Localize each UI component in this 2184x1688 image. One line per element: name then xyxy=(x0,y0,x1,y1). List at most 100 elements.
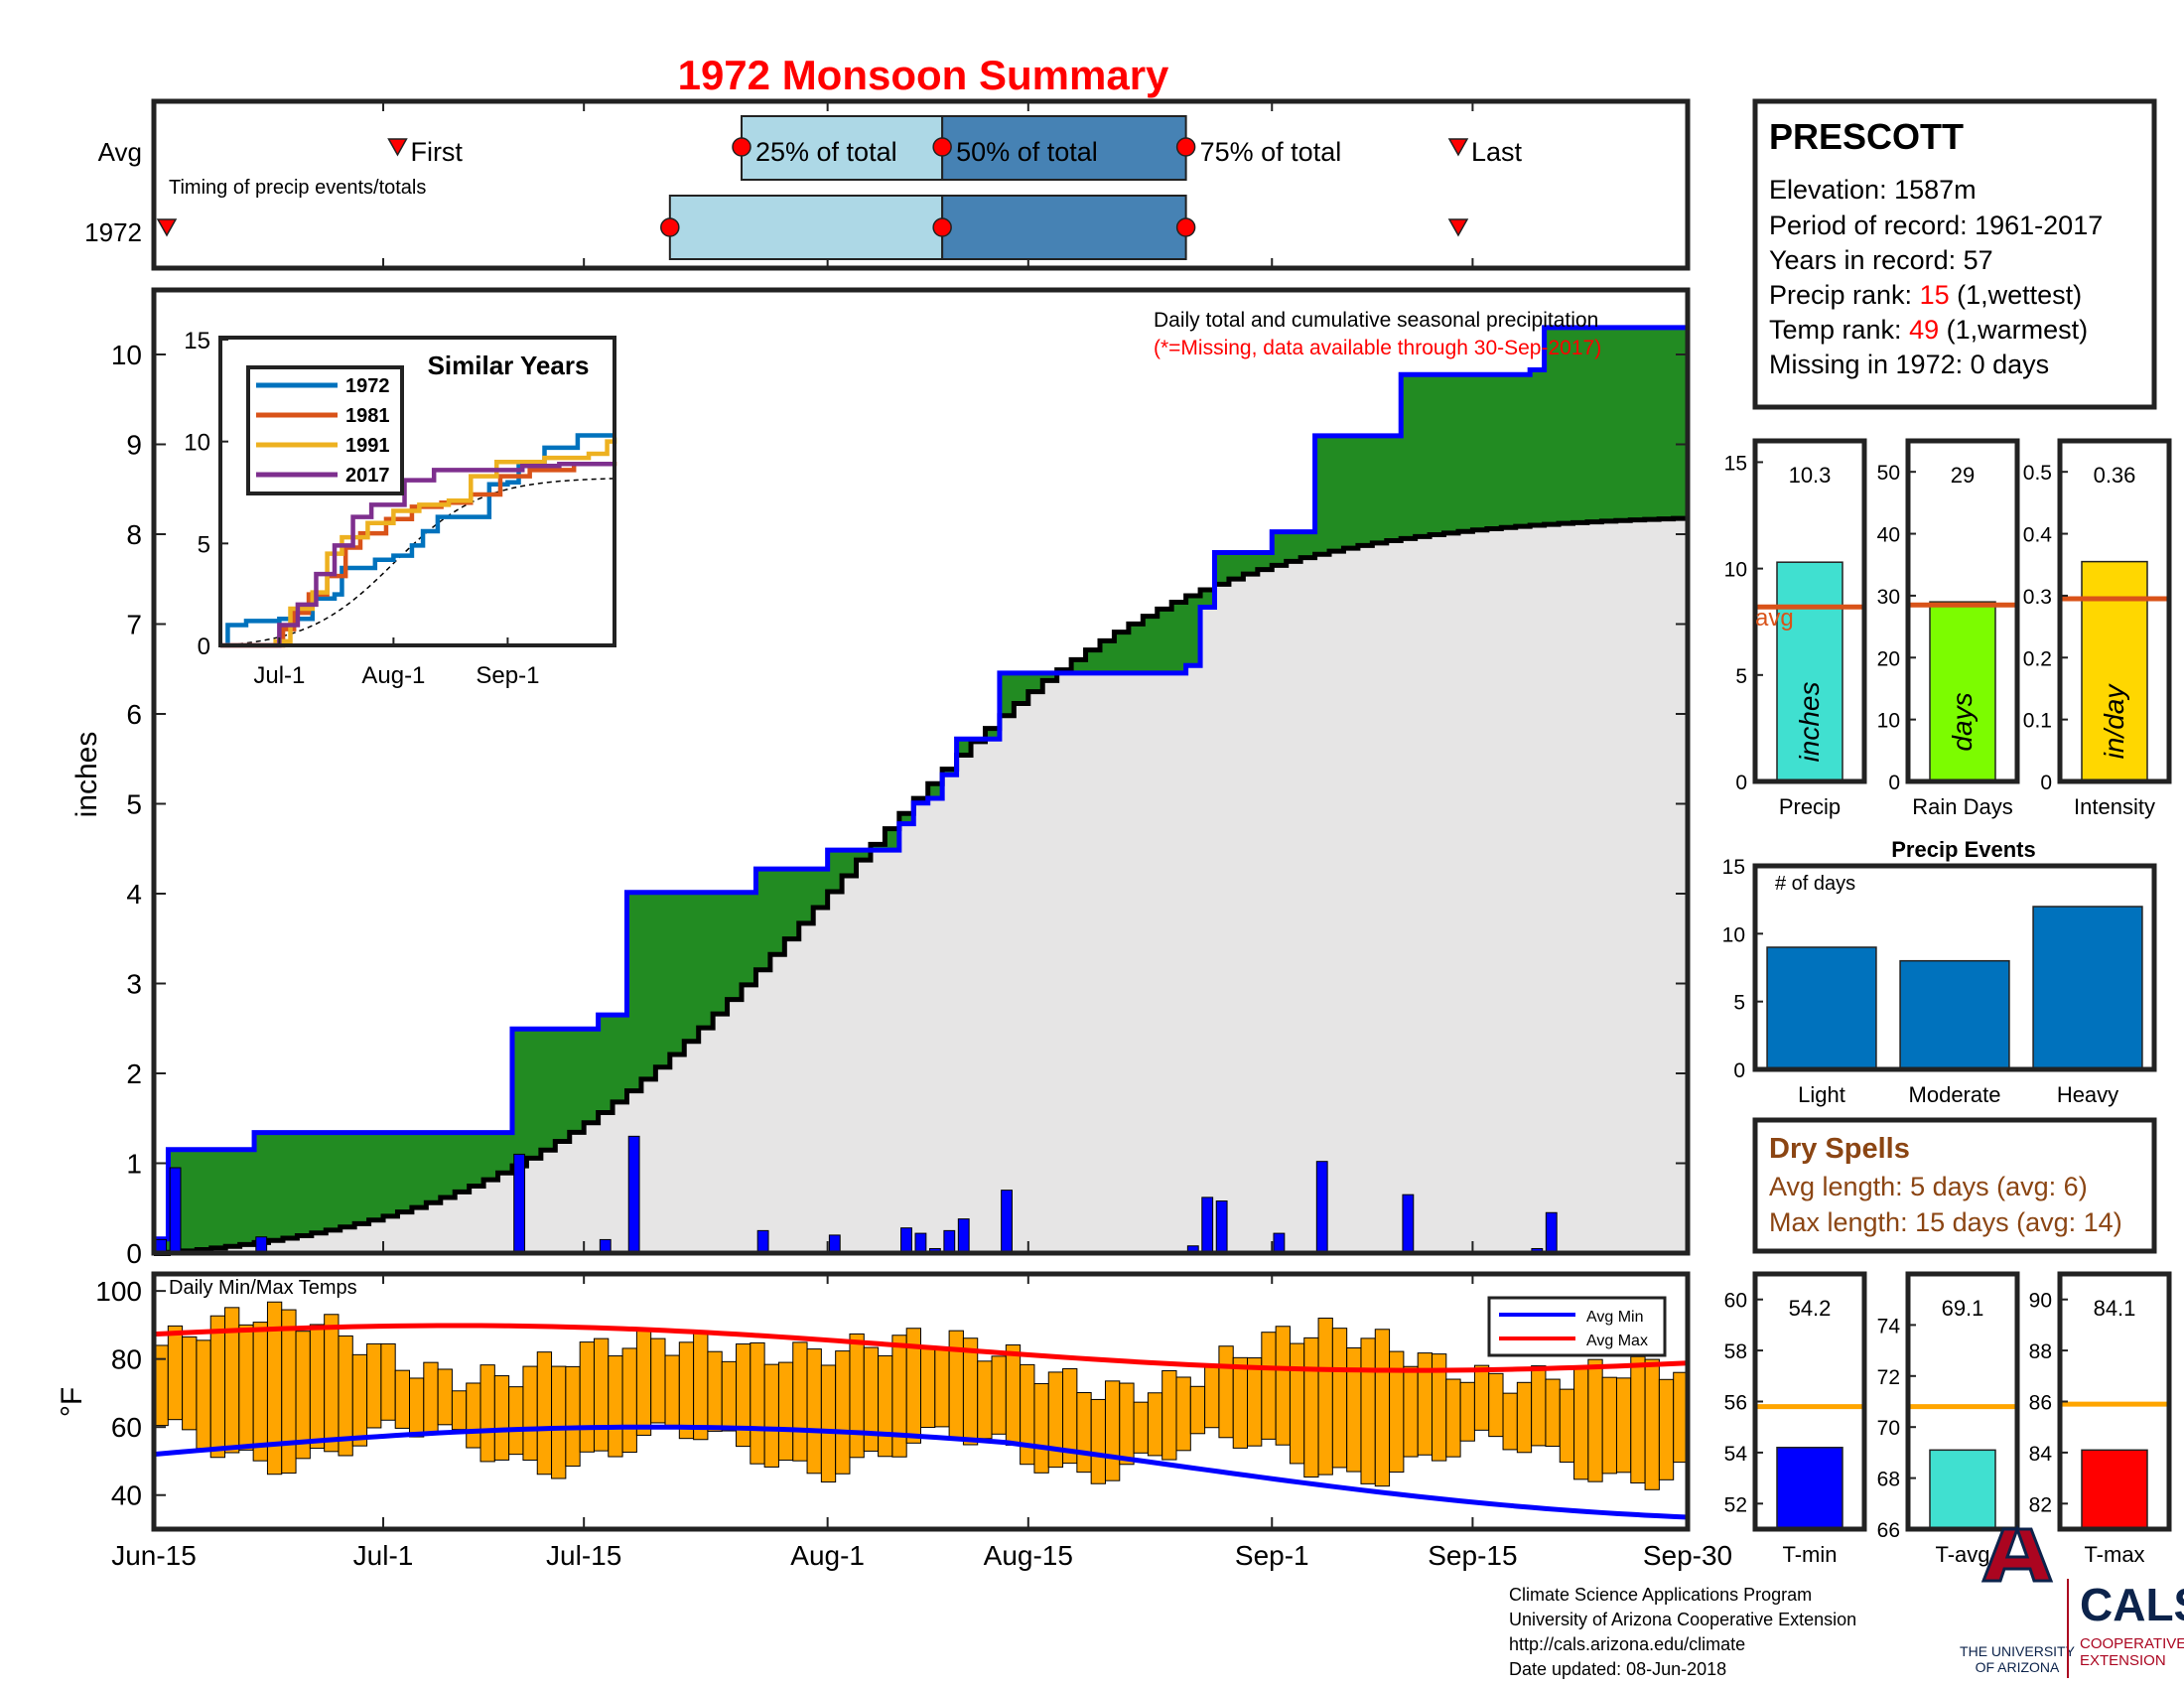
rain-days-tick-label: 0 xyxy=(1888,772,1900,794)
daily-temp-bar xyxy=(1587,1358,1603,1482)
main-note-missing: (*=Missing, data available through 30-Se… xyxy=(1154,337,1601,359)
inset-line-1991 xyxy=(220,437,617,648)
avg-min-temp-line xyxy=(153,1424,1689,1520)
main-y-axis-label: inches xyxy=(70,732,103,818)
precip-frame xyxy=(1752,438,1867,784)
main-y-tick-label: 0 xyxy=(126,1238,142,1269)
daily-temp-bar xyxy=(820,1364,837,1483)
daily-temp-bar xyxy=(508,1386,524,1456)
temps-y-axis-label: °F xyxy=(56,1387,88,1417)
daily-temp-bar xyxy=(522,1365,538,1462)
daily-temp-bar xyxy=(835,1350,851,1475)
intensity-tick-label: 0.5 xyxy=(2023,462,2052,485)
daily-temp-bar xyxy=(1303,1336,1319,1478)
t-max-value-label: 84.1 xyxy=(2094,1296,2136,1321)
x-tick-label: Aug-1 xyxy=(790,1540,865,1571)
main-y-tick-label: 10 xyxy=(111,340,142,370)
station-years: Years in record: 57 xyxy=(1769,245,1993,275)
daily-precip-bar xyxy=(957,1218,970,1254)
daily-precip-bar xyxy=(169,1167,182,1254)
timing-year-label: 1972 xyxy=(84,217,142,247)
t-max-tick-label: 84 xyxy=(2029,1443,2053,1466)
timing-first-label: First xyxy=(410,137,463,167)
temp-stats-panels: 54.2 T-min 52 54 56 58 60 69.1 T-avg 66 68 70 72 74 84… xyxy=(1724,1271,2172,1567)
events-y-tick-label: 0 xyxy=(1733,1059,1745,1082)
t-avg-value-label: 69.1 xyxy=(1942,1296,1984,1321)
similar-years-inset: 0 5 10 15 Jul-1 Aug-1 Sep-1 Similar Years 1972… xyxy=(184,328,617,689)
daily-temp-bar xyxy=(1261,1332,1277,1440)
x-tick-label: Aug-15 xyxy=(984,1540,1073,1571)
avg-quartile-1-box xyxy=(741,115,944,181)
events-y-label: # of days xyxy=(1775,873,1855,895)
daily-precip-bar xyxy=(1215,1200,1228,1254)
x-tick-label: Sep-30 xyxy=(1643,1540,1732,1571)
year-quartile-1-box xyxy=(668,195,944,260)
daily-temp-bar xyxy=(1531,1365,1547,1447)
page-title: 1972 Monsoon Summary xyxy=(678,52,1169,98)
daily-precip-bar xyxy=(1001,1190,1013,1254)
university-of-arizona-logo: THE UNIVERSITY OF ARIZONA xyxy=(1960,1524,2076,1675)
daily-temp-bar xyxy=(1516,1381,1533,1454)
station-temp-rank: Temp rank: 49 (1,warmest) xyxy=(1769,315,2088,345)
daily-temp-bar xyxy=(209,1315,226,1459)
dry-spells-title: Dry Spells xyxy=(1769,1133,1910,1165)
daily-precip-bar xyxy=(943,1229,956,1254)
daily-temp-bar xyxy=(309,1324,326,1450)
daily-temp-bar xyxy=(878,1354,893,1458)
x-tick-label: Sep-15 xyxy=(1428,1540,1517,1571)
daily-temp-bar xyxy=(1488,1372,1504,1438)
daily-temp-bar xyxy=(1545,1378,1561,1448)
stats-avg-label: avg xyxy=(1755,605,1794,632)
daily-temp-bar xyxy=(777,1361,794,1462)
daily-temp-bar xyxy=(423,1361,439,1434)
inset-legend-label-1981: 1981 xyxy=(345,405,390,427)
t-max-bar xyxy=(2081,1449,2148,1530)
rain-days-tick-label: 50 xyxy=(1877,462,1900,485)
daily-temp-bar xyxy=(806,1348,822,1475)
daily-temp-bar xyxy=(1076,1392,1092,1474)
daily-temp-bar xyxy=(1473,1364,1490,1431)
daily-precip-bar xyxy=(1402,1194,1415,1254)
daily-temp-bar xyxy=(650,1337,666,1424)
rain-days-tick-label: 20 xyxy=(1877,647,1900,670)
x-tick-label: Jun-15 xyxy=(111,1540,197,1571)
precip-tick-label: 10 xyxy=(1724,559,1747,582)
precip-rank-prefix: Precip rank: xyxy=(1769,280,1920,310)
daily-precip-bar xyxy=(756,1229,769,1254)
daily-temp-bar xyxy=(565,1365,581,1468)
daily-temp-bar xyxy=(536,1351,553,1476)
daily-temp-bar xyxy=(1360,1337,1376,1484)
inset-y-tick-label: 15 xyxy=(184,328,210,354)
daily-temp-bar xyxy=(593,1337,610,1452)
average-cumulative-fill xyxy=(154,517,1688,1254)
daily-temp-bar xyxy=(451,1390,468,1431)
daily-temp-bar xyxy=(736,1343,751,1448)
avg-p75-marker xyxy=(1175,137,1196,157)
timing-caption: Timing of precip events/totals xyxy=(169,177,426,199)
event-category-label: Moderate xyxy=(1909,1082,2001,1107)
year-first-marker xyxy=(156,218,178,237)
daily-temp-bar xyxy=(792,1341,808,1462)
daily-temp-bar xyxy=(1559,1388,1575,1464)
daily-precip-bar xyxy=(627,1135,640,1254)
main-y-tick-label: 7 xyxy=(126,610,142,640)
daily-temp-bar xyxy=(351,1353,368,1447)
timing-p75-label: 75% of total xyxy=(1200,137,1342,167)
daily-temp-bar xyxy=(678,1341,695,1440)
inset-x-tick-label: Aug-1 xyxy=(361,662,425,689)
daily-temp-bar xyxy=(977,1360,993,1440)
t-min-value-label: 54.2 xyxy=(1789,1296,1832,1321)
daily-temp-bar xyxy=(1204,1363,1220,1429)
station-elevation: Elevation: 1587m xyxy=(1769,175,1977,205)
daily-temp-bar xyxy=(849,1333,865,1459)
rain-days-value-label: 29 xyxy=(1951,463,1975,488)
daily-temp-bar xyxy=(437,1368,453,1426)
t-avg-frame xyxy=(1905,1271,2020,1532)
intensity-unit-label: in/day xyxy=(2099,683,2129,760)
event-category-label: Heavy xyxy=(2057,1082,2118,1107)
daily-temp-bar xyxy=(1374,1329,1391,1487)
dry-spells-avg-length: Avg length: 5 days (avg: 6) xyxy=(1769,1172,2088,1201)
timing-frame xyxy=(151,98,1691,271)
precip-rank-value: 15 xyxy=(1920,280,1950,310)
inset-x-tick-label: Sep-1 xyxy=(476,662,539,689)
